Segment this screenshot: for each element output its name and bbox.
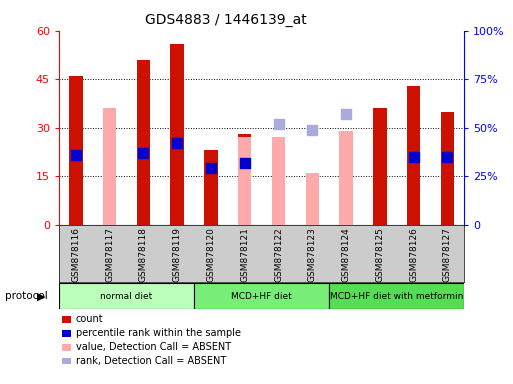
Point	[308, 127, 317, 133]
Bar	[238, 134, 251, 225]
Point	[72, 152, 80, 158]
Bar	[306, 173, 319, 225]
Text: GSM878126: GSM878126	[409, 227, 418, 282]
Text: GSM878120: GSM878120	[206, 227, 215, 282]
Point	[241, 159, 249, 166]
Text: GSM878124: GSM878124	[342, 227, 350, 282]
Text: GSM878118: GSM878118	[139, 227, 148, 282]
Bar	[339, 131, 353, 225]
Bar	[238, 137, 251, 225]
Point	[140, 150, 148, 156]
Text: GSM878117: GSM878117	[105, 227, 114, 282]
Bar	[407, 86, 420, 225]
Bar	[329, 283, 464, 309]
Text: GSM878127: GSM878127	[443, 227, 452, 282]
Bar	[136, 60, 150, 225]
Text: rank, Detection Call = ABSENT: rank, Detection Call = ABSENT	[76, 356, 226, 366]
Text: GSM878119: GSM878119	[173, 227, 182, 282]
Text: MCD+HF diet with metformin: MCD+HF diet with metformin	[330, 291, 463, 301]
Bar	[59, 283, 194, 309]
Bar	[194, 283, 329, 309]
Text: GSM878121: GSM878121	[240, 227, 249, 282]
Text: percentile rank within the sample: percentile rank within the sample	[76, 328, 241, 338]
Point	[274, 121, 283, 127]
Text: normal diet: normal diet	[101, 291, 153, 301]
Bar	[373, 108, 387, 225]
Text: MCD+HF diet: MCD+HF diet	[231, 291, 292, 301]
Text: GSM878122: GSM878122	[274, 227, 283, 282]
Bar	[441, 111, 454, 225]
Text: GSM878116: GSM878116	[71, 227, 81, 282]
Point	[409, 154, 418, 160]
Text: count: count	[76, 314, 104, 324]
Point	[173, 140, 181, 146]
Text: GSM878123: GSM878123	[308, 227, 317, 282]
Point	[342, 111, 350, 117]
Text: GDS4883 / 1446139_at: GDS4883 / 1446139_at	[145, 13, 307, 27]
Bar	[170, 44, 184, 225]
Point	[207, 166, 215, 172]
Text: ▶: ▶	[37, 291, 46, 301]
Bar	[272, 137, 285, 225]
Bar	[69, 76, 83, 225]
Point	[443, 154, 451, 160]
Text: protocol: protocol	[5, 291, 48, 301]
Bar	[204, 150, 218, 225]
Text: value, Detection Call = ABSENT: value, Detection Call = ABSENT	[76, 342, 231, 352]
Bar	[103, 108, 116, 225]
Text: GSM878125: GSM878125	[376, 227, 384, 282]
